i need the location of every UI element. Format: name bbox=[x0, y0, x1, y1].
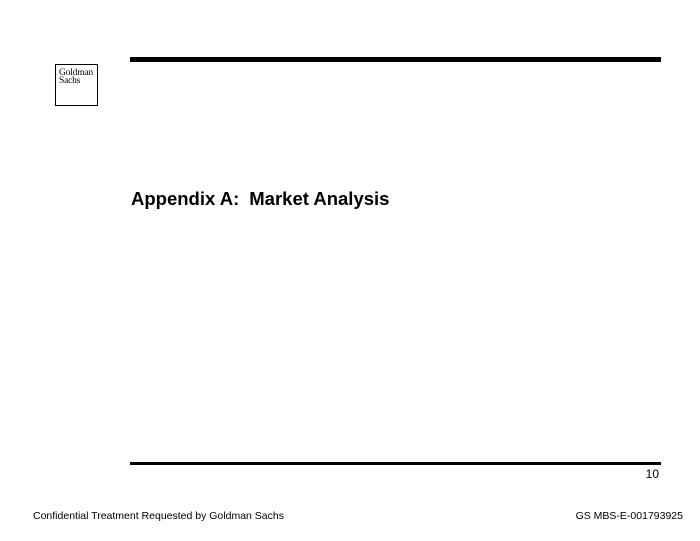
logo-line-2: Sachs bbox=[59, 76, 81, 86]
page-number: 10 bbox=[645, 467, 659, 481]
appendix-title: Market Analysis bbox=[249, 188, 390, 209]
confidentiality-notice: Confidential Treatment Requested by Gold… bbox=[33, 510, 284, 522]
appendix-label: Appendix A: bbox=[131, 188, 240, 209]
top-divider bbox=[130, 57, 661, 62]
bates-number: GS MBS-E-001793925 bbox=[575, 510, 683, 522]
section-heading: Appendix A: Market Analysis bbox=[131, 188, 389, 210]
bottom-divider bbox=[130, 462, 661, 465]
goldman-sachs-logo: Goldman Sachs bbox=[55, 64, 98, 106]
logo-line-1: Goldman bbox=[59, 68, 93, 78]
